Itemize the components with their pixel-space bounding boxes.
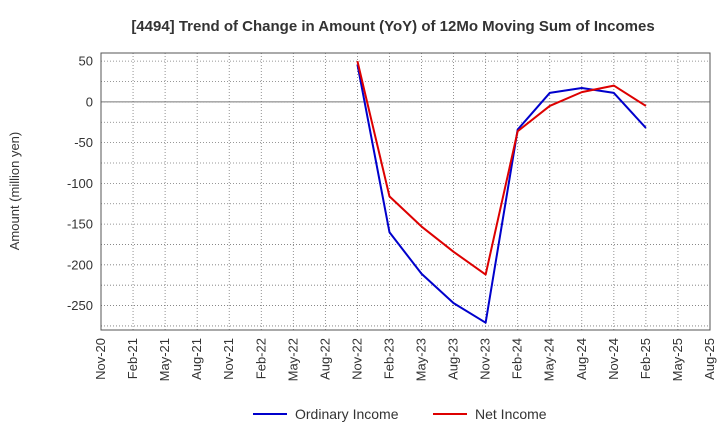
x-tick-label: Nov-24 — [606, 338, 621, 380]
x-tick-label: May-22 — [285, 338, 300, 381]
legend: Ordinary Income Net Income — [253, 406, 547, 422]
y-tick-label: 50 — [79, 54, 93, 69]
x-tick-label: Nov-21 — [221, 338, 236, 380]
x-tick-label: Feb-23 — [381, 338, 396, 379]
x-tick-label: Feb-24 — [510, 338, 525, 379]
y-tick-label: 0 — [86, 94, 93, 109]
legend-label-0: Ordinary Income — [295, 406, 399, 422]
plot-frame — [100, 52, 711, 331]
y-tick-label: -50 — [74, 135, 93, 150]
x-tick-label: Aug-21 — [189, 338, 204, 380]
x-tick-label: Nov-20 — [93, 338, 108, 380]
y-tick-label: -250 — [67, 298, 93, 313]
y-axis-label: Amount (million yen) — [7, 132, 22, 251]
chart-title: [4494] Trend of Change in Amount (YoY) o… — [131, 18, 654, 35]
x-tick-label: Nov-22 — [349, 338, 364, 380]
x-tick-label: May-24 — [542, 338, 557, 381]
x-tick-label: Feb-25 — [638, 338, 653, 379]
x-tick-label: May-21 — [157, 338, 172, 381]
x-tick-label: Aug-22 — [317, 338, 332, 380]
series-line-0 — [356, 64, 647, 324]
x-tick-label: Aug-23 — [446, 338, 461, 380]
x-tick-label: May-25 — [670, 338, 685, 381]
y-tick-label: -200 — [67, 257, 93, 272]
y-tick-label: -150 — [67, 217, 93, 232]
grid — [100, 53, 711, 330]
axis-layer: 50 0 -50 -100 -150 -200 -250 Nov-20 Feb-21 May-21… — [67, 52, 717, 381]
x-tick-label: Aug-25 — [702, 338, 717, 380]
x-tick-label: May-23 — [414, 338, 429, 381]
x-tick-label: Feb-22 — [253, 338, 268, 379]
series-layer — [356, 60, 647, 324]
x-tick-label: Nov-23 — [478, 338, 493, 380]
series-line-1 — [356, 60, 647, 276]
x-tick-label: Feb-21 — [125, 338, 140, 379]
y-tick-label: -100 — [67, 176, 93, 191]
x-tick-label: Aug-24 — [574, 338, 589, 380]
legend-label-1: Net Income — [475, 406, 547, 422]
